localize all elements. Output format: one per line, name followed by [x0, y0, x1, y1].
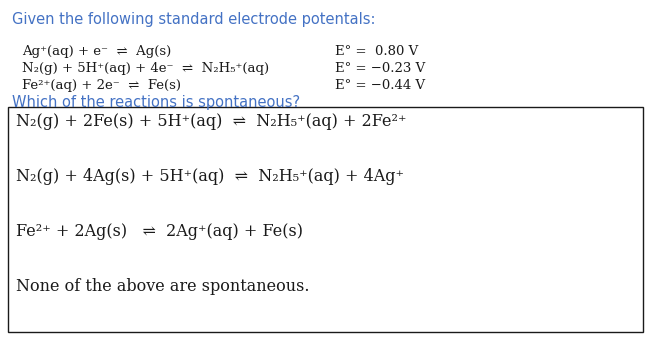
Text: N₂(g) + 4Ag(s) + 5H⁺(aq)  ⇌  N₂H₅⁺(aq) + 4Ag⁺: N₂(g) + 4Ag(s) + 5H⁺(aq) ⇌ N₂H₅⁺(aq) + 4…: [16, 168, 404, 185]
Text: Which of the reactions is spontaneous?: Which of the reactions is spontaneous?: [12, 95, 300, 110]
Text: E° =  0.80 V: E° = 0.80 V: [335, 45, 419, 58]
Text: Fe²⁺ + 2Ag(s)   ⇌  2Ag⁺(aq) + Fe(s): Fe²⁺ + 2Ag(s) ⇌ 2Ag⁺(aq) + Fe(s): [16, 223, 303, 240]
Text: None of the above are spontaneous.: None of the above are spontaneous.: [16, 278, 310, 295]
Text: Given the following standard electrode potentals:: Given the following standard electrode p…: [12, 12, 375, 27]
FancyBboxPatch shape: [8, 107, 643, 332]
Text: E° = −0.44 V: E° = −0.44 V: [335, 79, 425, 92]
Text: N₂(g) + 5H⁺(aq) + 4e⁻  ⇌  N₂H₅⁺(aq): N₂(g) + 5H⁺(aq) + 4e⁻ ⇌ N₂H₅⁺(aq): [22, 62, 269, 75]
Text: Fe²⁺(aq) + 2e⁻  ⇌  Fe(s): Fe²⁺(aq) + 2e⁻ ⇌ Fe(s): [22, 79, 181, 92]
Text: E° = −0.23 V: E° = −0.23 V: [335, 62, 425, 75]
Text: N₂(g) + 2Fe(s) + 5H⁺(aq)  ⇌  N₂H₅⁺(aq) + 2Fe²⁺: N₂(g) + 2Fe(s) + 5H⁺(aq) ⇌ N₂H₅⁺(aq) + 2…: [16, 113, 407, 130]
Text: Ag⁺(aq) + e⁻  ⇌  Ag(s): Ag⁺(aq) + e⁻ ⇌ Ag(s): [22, 45, 171, 58]
